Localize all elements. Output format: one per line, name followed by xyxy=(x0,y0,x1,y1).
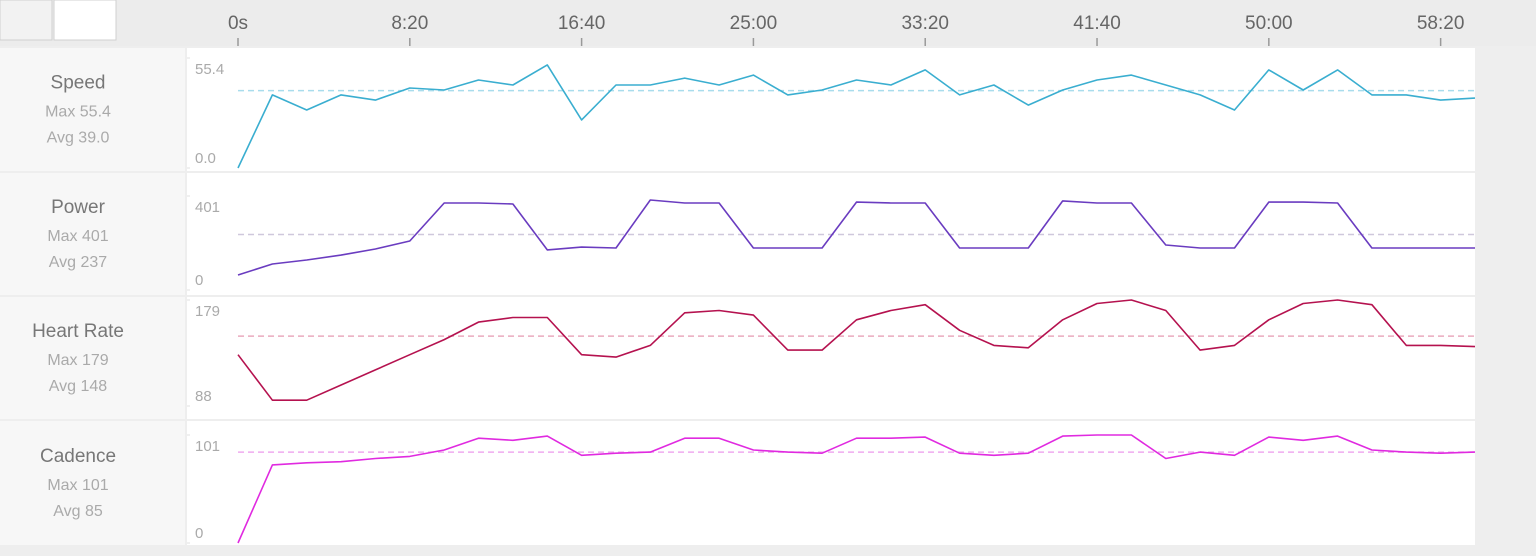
series-line xyxy=(237,64,1476,169)
series-line xyxy=(237,434,1476,544)
panel-title: Speed xyxy=(51,73,106,94)
y-tick-label: 0.0 xyxy=(195,150,216,167)
time-bar xyxy=(0,0,1536,46)
x-tick-label: 25:00 xyxy=(730,13,778,34)
panel-stat: Max 55.4 xyxy=(45,104,111,121)
y-tick-label: 0 xyxy=(195,525,203,542)
label-panel xyxy=(0,421,185,545)
label-panel xyxy=(0,173,185,295)
x-tick-label: 16:40 xyxy=(558,13,606,34)
panel-title: Heart Rate xyxy=(32,321,124,342)
label-panel xyxy=(0,48,185,171)
series-line xyxy=(237,199,1475,276)
panel-title: Cadence xyxy=(40,446,116,467)
plot-area xyxy=(187,48,1475,171)
panel-stat: Avg 237 xyxy=(49,254,108,271)
panel-stat: Avg 39.0 xyxy=(47,130,110,147)
x-tick-label: 33:20 xyxy=(901,13,949,34)
button[interactable] xyxy=(0,0,53,41)
panel-stat: Max 179 xyxy=(47,352,108,369)
x-tick-label: 0s xyxy=(228,13,248,34)
plot-area xyxy=(187,297,1475,419)
y-tick-label: 179 xyxy=(195,303,220,320)
y-tick-label: 401 xyxy=(195,199,220,216)
x-tick-label: 8:20 xyxy=(391,13,428,34)
y-tick-label: 0 xyxy=(195,272,203,289)
y-tick-label: 88 xyxy=(195,388,212,405)
label-panel xyxy=(0,297,185,419)
panel-title: Power xyxy=(51,197,106,218)
y-tick-label: 101 xyxy=(195,438,220,455)
series-line xyxy=(237,299,1476,401)
x-tick-label: 50:00 xyxy=(1245,13,1293,34)
y-tick-label: 55.4 xyxy=(195,61,224,78)
panel-stat: Avg 148 xyxy=(49,378,108,395)
x-tick-label: 58:20 xyxy=(1417,13,1465,34)
panel-stat: Max 401 xyxy=(47,228,108,245)
x-tick-label: 41:40 xyxy=(1073,13,1121,34)
panel-stat: Max 101 xyxy=(47,477,108,494)
plot-area xyxy=(187,421,1475,545)
button[interactable] xyxy=(53,0,117,41)
panel-stat: Avg 85 xyxy=(53,503,103,520)
